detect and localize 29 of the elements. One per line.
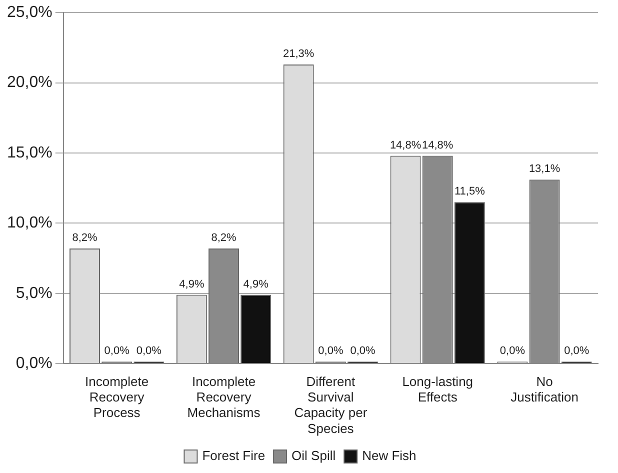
legend-label: Forest Fire	[202, 448, 266, 464]
x-tick-label: Incomplete Recovery Mechanisms	[187, 374, 261, 420]
x-tick-label: Different Survival Capacity per Species	[294, 374, 368, 436]
data-label: 8,2%	[72, 232, 98, 244]
data-label: 4,9%	[179, 278, 204, 290]
legend-label: New Fish	[362, 448, 416, 464]
y-tick-label: 10,0%	[6, 214, 52, 232]
data-label: 21,3%	[283, 48, 314, 60]
y-tick-label: 20,0%	[6, 74, 52, 92]
data-label: 8,2%	[211, 232, 237, 244]
data-label: 13,1%	[528, 163, 560, 176]
y-tick-label: 25,0%	[6, 4, 52, 22]
data-label: 0,0%	[500, 345, 526, 358]
data-label: 0,0%	[564, 345, 590, 358]
x-tick-label: Long-lasting Effects	[402, 374, 474, 405]
data-label: 14,8%	[422, 139, 454, 152]
data-label: 14,8%	[390, 139, 422, 152]
legend-label: Oil Spill	[292, 448, 336, 464]
x-tick-label: Incomplete Recovery Process	[85, 374, 149, 420]
x-tick-label: No Justification	[510, 374, 578, 405]
y-tick-label: 5,0%	[16, 284, 52, 302]
data-label: 0,0%	[104, 345, 130, 358]
data-label: 0,0%	[136, 345, 162, 358]
y-tick-label: 15,0%	[6, 144, 52, 162]
y-tick-label: 0,0%	[16, 355, 52, 372]
data-label: 0,0%	[318, 345, 344, 358]
data-label: 11,5%	[454, 186, 486, 198]
data-label: 4,9%	[243, 278, 269, 290]
data-label: 0,0%	[350, 345, 376, 358]
